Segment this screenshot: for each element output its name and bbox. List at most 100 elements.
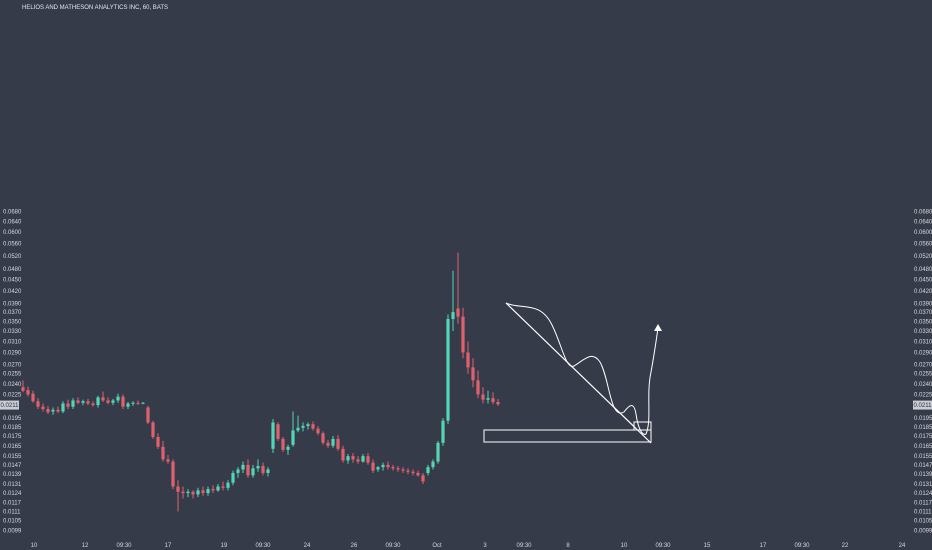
candle[interactable] — [166, 455, 170, 464]
candle[interactable] — [301, 422, 305, 432]
candle[interactable] — [196, 487, 200, 498]
candle[interactable] — [101, 391, 105, 402]
candle[interactable] — [346, 454, 350, 464]
candle[interactable] — [121, 394, 125, 410]
candle[interactable] — [76, 397, 80, 405]
candle[interactable] — [356, 456, 360, 464]
candle[interactable] — [26, 386, 30, 397]
candle[interactable] — [281, 436, 285, 452]
candle[interactable] — [231, 470, 235, 486]
candle[interactable] — [491, 392, 495, 405]
candle[interactable] — [216, 483, 220, 492]
candle[interactable] — [411, 469, 415, 476]
candle[interactable] — [471, 358, 475, 388]
candle[interactable] — [416, 470, 420, 477]
candle[interactable] — [161, 440, 165, 462]
candle[interactable] — [201, 486, 205, 496]
candle[interactable] — [361, 454, 365, 463]
candle[interactable] — [406, 468, 410, 475]
candle[interactable] — [321, 431, 325, 445]
candle[interactable] — [86, 398, 90, 406]
candle[interactable] — [211, 485, 215, 494]
candle[interactable] — [141, 401, 145, 405]
candle[interactable] — [476, 370, 480, 399]
candle[interactable] — [486, 390, 490, 404]
candle[interactable] — [171, 459, 175, 490]
candle[interactable] — [466, 341, 470, 374]
candle[interactable] — [21, 380, 25, 393]
candle[interactable] — [56, 406, 60, 414]
candle[interactable] — [396, 466, 400, 472]
candle[interactable] — [426, 464, 430, 476]
candle[interactable] — [481, 387, 485, 404]
candle[interactable] — [271, 418, 275, 453]
candle[interactable] — [496, 398, 500, 406]
candle[interactable] — [66, 399, 70, 410]
candle[interactable] — [46, 405, 50, 414]
candle[interactable] — [341, 445, 345, 463]
candle[interactable] — [331, 436, 335, 448]
candle[interactable] — [311, 421, 315, 431]
candle[interactable] — [316, 425, 320, 436]
candle[interactable] — [236, 467, 240, 478]
candle[interactable] — [91, 401, 95, 407]
candle[interactable] — [71, 398, 75, 410]
candle[interactable] — [431, 459, 435, 470]
candle[interactable] — [131, 401, 135, 406]
candle[interactable] — [436, 440, 440, 464]
candle[interactable] — [366, 452, 370, 465]
candle[interactable] — [206, 486, 210, 496]
candle[interactable] — [51, 407, 55, 415]
candle[interactable] — [81, 399, 85, 406]
trend-line[interactable] — [505, 302, 652, 444]
support-zone-rectangle[interactable] — [483, 429, 652, 443]
candle[interactable] — [336, 435, 340, 451]
candle[interactable] — [96, 395, 100, 408]
candle[interactable] — [221, 481, 225, 491]
candle[interactable] — [446, 314, 450, 425]
candle[interactable] — [421, 472, 425, 484]
candle[interactable] — [181, 486, 185, 499]
candle[interactable] — [456, 252, 460, 324]
candle[interactable] — [286, 444, 290, 456]
candle[interactable] — [186, 489, 190, 498]
candle[interactable] — [61, 401, 65, 414]
candle[interactable] — [191, 490, 195, 499]
candle[interactable] — [391, 464, 395, 471]
candle[interactable] — [451, 270, 455, 332]
candle[interactable] — [326, 439, 330, 448]
candle[interactable] — [386, 461, 390, 470]
projected-path[interactable] — [505, 302, 659, 435]
candle[interactable] — [371, 459, 375, 473]
candle[interactable] — [381, 462, 385, 471]
candle[interactable] — [126, 401, 130, 410]
candle[interactable] — [251, 464, 255, 478]
candle[interactable] — [136, 400, 140, 406]
candle[interactable] — [401, 467, 405, 473]
candle[interactable] — [351, 452, 355, 463]
candle[interactable] — [111, 398, 115, 406]
candle[interactable] — [151, 420, 155, 439]
candle[interactable] — [41, 403, 45, 412]
candle[interactable] — [261, 462, 265, 476]
candle[interactable] — [256, 459, 260, 472]
candle[interactable] — [441, 418, 445, 446]
candle[interactable] — [276, 422, 280, 441]
candle[interactable] — [31, 390, 35, 403]
candle[interactable] — [241, 461, 245, 473]
candle[interactable] — [461, 307, 465, 359]
candle[interactable] — [176, 480, 180, 512]
candle[interactable] — [246, 459, 250, 478]
candle[interactable] — [266, 467, 270, 477]
candle[interactable] — [296, 415, 300, 433]
candle[interactable] — [156, 433, 160, 449]
candle[interactable] — [226, 480, 230, 491]
candle[interactable] — [116, 393, 120, 403]
candle[interactable] — [376, 466, 380, 472]
candle[interactable] — [306, 422, 310, 430]
candle[interactable] — [146, 405, 150, 425]
candle[interactable] — [291, 411, 295, 447]
candle[interactable] — [106, 397, 110, 405]
candle[interactable] — [36, 398, 40, 410]
